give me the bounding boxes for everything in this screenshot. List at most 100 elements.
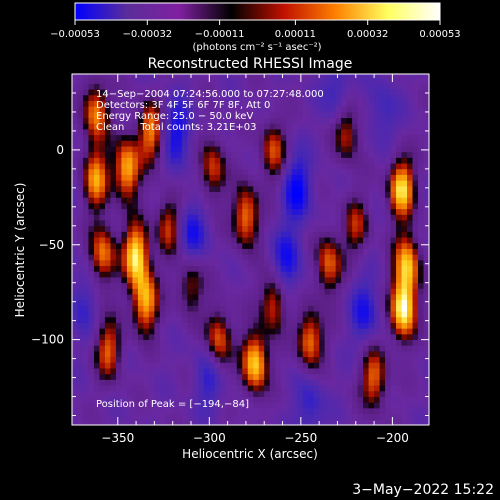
- heatmap-cell: [407, 368, 413, 375]
- heatmap-cell: [330, 390, 337, 397]
- heatmap-cell: [407, 180, 413, 187]
- heatmap-cell: [280, 396, 287, 403]
- heatmap-cell: [247, 356, 254, 363]
- heatmap-cell: [335, 385, 342, 392]
- heatmap-cell: [198, 368, 205, 375]
- heatmap-cell: [176, 351, 183, 358]
- heatmap-cell: [225, 351, 232, 358]
- heatmap-cell: [401, 288, 408, 295]
- heatmap-cell: [418, 146, 424, 153]
- heatmap-cell: [363, 254, 369, 261]
- heatmap-cell: [165, 351, 172, 358]
- heatmap-cell: [286, 351, 293, 358]
- heatmap-cell: [187, 214, 194, 221]
- heatmap-cell: [275, 100, 282, 107]
- heatmap-cell: [357, 254, 364, 261]
- heatmap-cell: [379, 265, 386, 272]
- heatmap-cell: [286, 402, 293, 409]
- heatmap-cell: [330, 231, 337, 238]
- heatmap-cell: [137, 259, 144, 267]
- y-tick-label: −50: [39, 238, 64, 252]
- heatmap-cell: [275, 203, 282, 210]
- heatmap-cell: [203, 231, 210, 238]
- heatmap-cell: [291, 180, 298, 187]
- heatmap-cell: [110, 379, 117, 386]
- heatmap-cell: [412, 259, 419, 267]
- heatmap-cell: [330, 123, 337, 130]
- heatmap-cell: [258, 396, 265, 403]
- heatmap-cell: [264, 373, 271, 380]
- heatmap-cell: [291, 277, 298, 284]
- heatmap-cell: [308, 385, 315, 392]
- heatmap-cell: [374, 191, 380, 198]
- heatmap-cell: [154, 373, 161, 380]
- heatmap-cell: [319, 220, 326, 227]
- heatmap-cell: [357, 111, 364, 119]
- heatmap-cell: [209, 373, 216, 380]
- heatmap-cell: [385, 220, 391, 227]
- heatmap-cell: [154, 168, 161, 175]
- heatmap-cell: [143, 390, 150, 397]
- heatmap-cell: [170, 299, 177, 306]
- heatmap-cell: [253, 339, 260, 346]
- heatmap-cell: [253, 214, 260, 221]
- heatmap-cell: [269, 413, 276, 420]
- heatmap-cell: [77, 180, 84, 187]
- heatmap-cell: [385, 185, 391, 193]
- heatmap-cell: [170, 123, 177, 130]
- heatmap-cell: [368, 271, 375, 278]
- heatmap-cell: [308, 265, 315, 272]
- heatmap-cell: [225, 83, 232, 90]
- heatmap-cell: [143, 311, 150, 318]
- heatmap-cell: [385, 373, 391, 380]
- heatmap-cell: [297, 180, 304, 187]
- heatmap-cell: [396, 328, 402, 335]
- heatmap-cell: [220, 146, 227, 153]
- heatmap-cell: [209, 74, 216, 79]
- heatmap-cell: [121, 163, 128, 170]
- heatmap-cell: [137, 168, 144, 175]
- heatmap-cell: [346, 129, 353, 136]
- heatmap-cell: [181, 77, 188, 84]
- heatmap-cell: [242, 402, 249, 409]
- heatmap-cell: [330, 402, 337, 409]
- heatmap-cell: [187, 385, 194, 392]
- heatmap-cell: [82, 390, 89, 397]
- heatmap-cell: [170, 339, 177, 346]
- heatmap-cell: [412, 373, 419, 380]
- heatmap-cell: [253, 146, 260, 153]
- heatmap-cell: [385, 390, 391, 397]
- heatmap-cell: [363, 356, 369, 363]
- heatmap-cell: [159, 277, 166, 284]
- heatmap-cell: [170, 373, 177, 380]
- heatmap-cell: [137, 94, 144, 101]
- heatmap-cell: [93, 191, 100, 198]
- heatmap-cell: [264, 197, 271, 204]
- heatmap-cell: [225, 390, 232, 397]
- heatmap-cell: [88, 328, 95, 335]
- heatmap-cell: [192, 373, 199, 380]
- heatmap-cell: [269, 117, 276, 124]
- heatmap-cell: [396, 237, 402, 244]
- heatmap-cell: [170, 345, 177, 352]
- heatmap-cell: [324, 89, 331, 96]
- heatmap-cell: [225, 316, 232, 323]
- heatmap-cell: [357, 237, 364, 244]
- heatmap-cell: [93, 100, 100, 107]
- heatmap-cell: [170, 413, 177, 420]
- heatmap-cell: [104, 373, 111, 380]
- heatmap-cell: [379, 231, 386, 238]
- heatmap-cell: [297, 231, 304, 238]
- heatmap-cell: [242, 413, 249, 420]
- heatmap-cell: [412, 402, 419, 409]
- heatmap-cell: [352, 191, 358, 198]
- heatmap-cell: [368, 231, 375, 238]
- heatmap-cell: [72, 305, 78, 312]
- heatmap-cell: [225, 157, 232, 164]
- heatmap-cell: [423, 305, 429, 312]
- heatmap-cell: [214, 288, 221, 295]
- heatmap-cell: [352, 390, 358, 397]
- heatmap-cell: [121, 390, 128, 397]
- heatmap-cell: [324, 214, 331, 221]
- heatmap-cell: [159, 140, 166, 147]
